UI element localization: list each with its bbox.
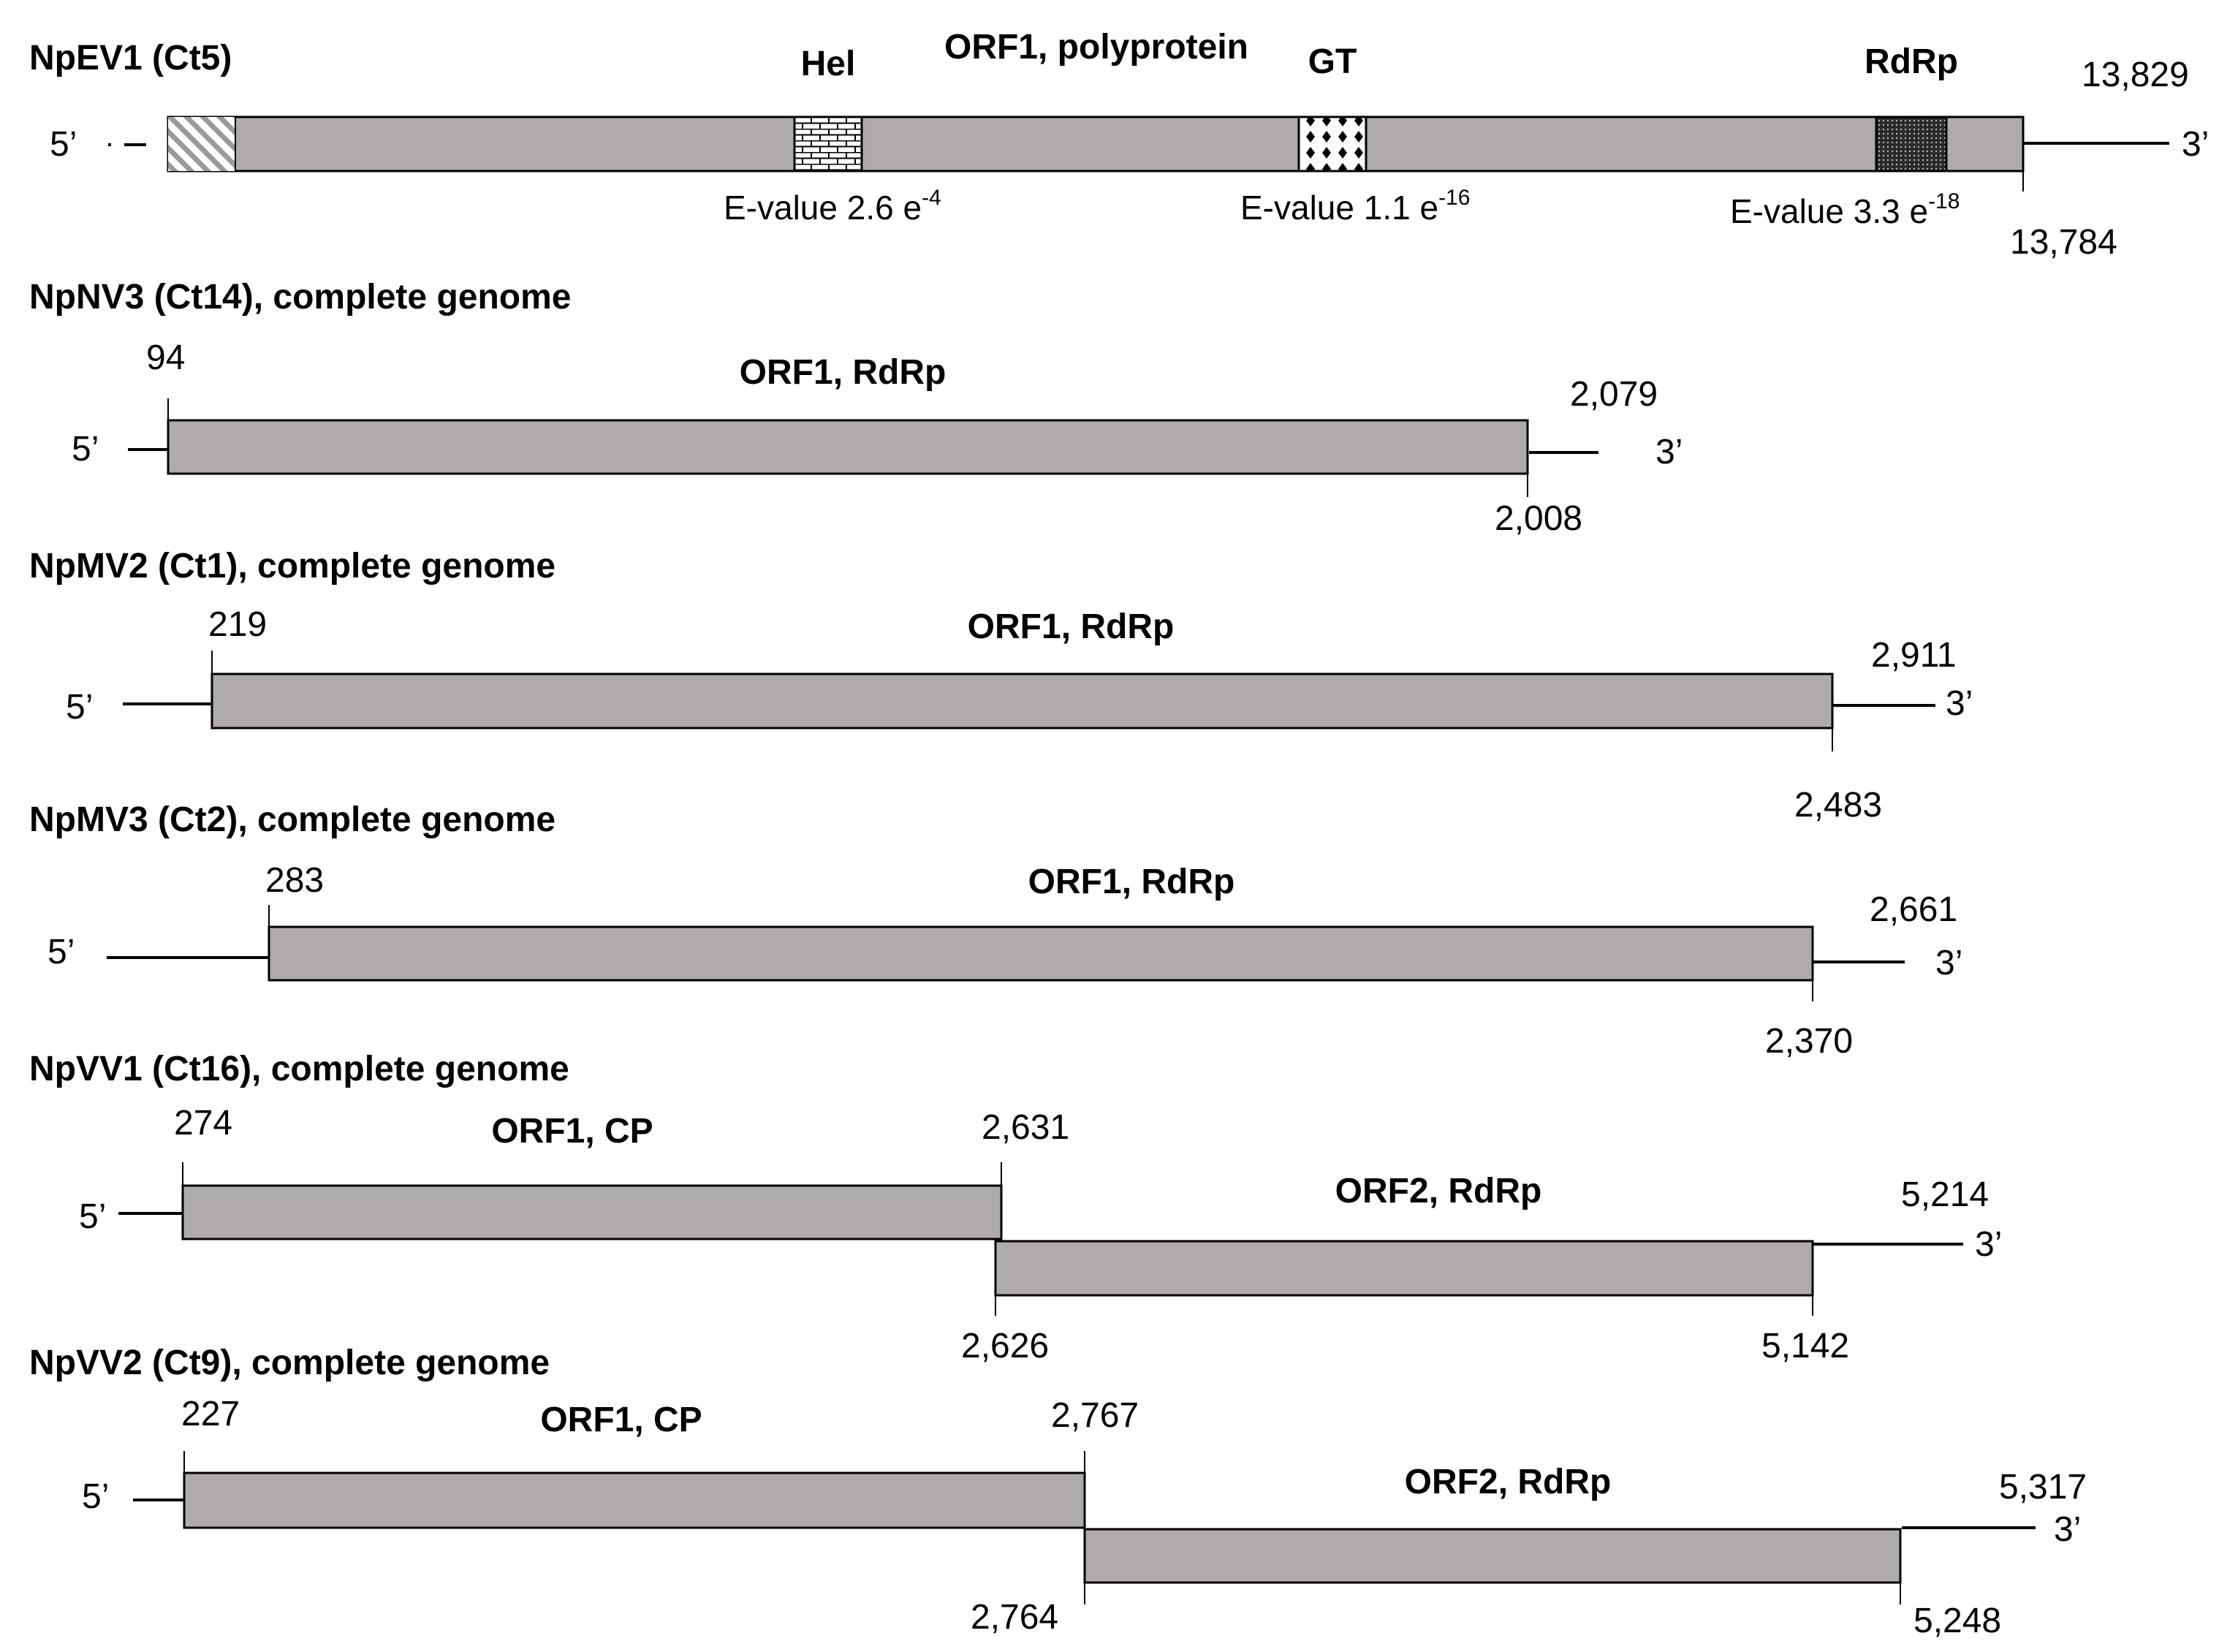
genome-end-number: 5,317 (1999, 1468, 2087, 1507)
genome-end-number: 2,079 (1570, 375, 1658, 414)
orf-start-number: 94 (146, 338, 185, 377)
genome-title: NpMV2 (Ct1), complete genome (29, 547, 555, 586)
orf1-rdrp-box (167, 419, 1529, 475)
gt-domain-box (1297, 115, 1368, 173)
orf1-rdrp-box (268, 925, 1814, 982)
five-prime-label: 5’ (50, 125, 77, 164)
orf1-label: ORF1, CP (540, 1401, 702, 1439)
three-prime-label: 3’ (1946, 684, 1973, 723)
genome-end-number: 5,214 (1901, 1175, 1989, 1214)
orf2-start-number: 2,764 (971, 1598, 1058, 1637)
hatched-utr-region (168, 117, 235, 171)
genome-npmv2: NpMV2 (Ct1), complete genome 219 ORF1, R… (29, 547, 1973, 825)
genome-npvv1: NpVV1 (Ct16), complete genome 274 ORF1, … (29, 1050, 2002, 1365)
hel-evalue: E-value 2.6 e-4 (724, 186, 941, 227)
five-prime-label: 5’ (66, 688, 93, 727)
orf1-start-number: 227 (181, 1395, 240, 1433)
three-prime-label: 3’ (2182, 125, 2209, 164)
orf2-start-number: 2,626 (961, 1327, 1049, 1365)
three-prime-label: 3’ (1655, 433, 1683, 471)
five-prime-label: 5’ (48, 933, 75, 971)
orf1-end-number: 2,631 (982, 1108, 1069, 1147)
orf-label: ORF1, RdRp (740, 353, 947, 392)
hel-domain-label: Hel (801, 45, 856, 83)
genome-npev1: NpEV1 (Ct5) 5’ 3’ Hel ORF1, polyprotein … (29, 28, 2209, 262)
genome-title: NpEV1 (Ct5) (29, 39, 232, 77)
rdrp-evalue: E-value 3.3 e-18 (1730, 189, 1960, 230)
genome-title: NpNV3 (Ct14), complete genome (29, 278, 571, 317)
rdrp-domain-box (1875, 115, 1948, 173)
orf1-start-number: 274 (174, 1104, 232, 1143)
hel-domain-box (793, 115, 863, 173)
five-prime-label: 5’ (79, 1197, 106, 1236)
orf1-cp-box (181, 1184, 1003, 1240)
genome-end-number: 13,829 (2082, 56, 2189, 94)
orf2-label: ORF2, RdRp (1335, 1172, 1542, 1210)
three-prime-label: 3’ (2054, 1510, 2081, 1549)
orf2-rdrp-box (1083, 1528, 1902, 1584)
orf-label: ORF1, RdRp (968, 607, 1175, 646)
genome-npvv2: NpVV2 (Ct9), complete genome 227 ORF1, C… (29, 1344, 2087, 1640)
rdrp-domain-label: RdRp (1865, 42, 1958, 81)
three-prime-label: 3’ (1975, 1225, 2002, 1264)
orf2-label: ORF2, RdRp (1405, 1463, 1612, 1501)
orf-label: ORF1, RdRp (1028, 863, 1235, 901)
orf-start-number: 219 (208, 605, 267, 644)
orf1-rdrp-box (210, 672, 1834, 730)
orf1-polyprotein-box (167, 115, 2025, 173)
five-prime-label: 5’ (72, 430, 99, 469)
orf1-end-number: 2,767 (1051, 1396, 1139, 1435)
orf-end-number: 2,008 (1495, 499, 1582, 538)
orf1-cp-box (183, 1471, 1086, 1529)
orf-label: ORF1, polyprotein (944, 28, 1248, 67)
five-prime-label: 5’ (82, 1477, 109, 1516)
orf2-rdrp-box (994, 1240, 1814, 1297)
genome-title: NpMV3 (Ct2), complete genome (29, 800, 555, 839)
genome-end-number: 2,911 (1871, 636, 1957, 675)
orf-start-number: 283 (265, 861, 324, 900)
gt-evalue: E-value 1.1 e-16 (1240, 186, 1470, 227)
orf-end-number: 13,784 (2010, 223, 2117, 262)
gt-domain-label: GT (1308, 42, 1357, 81)
genome-title: NpVV1 (Ct16), complete genome (29, 1050, 569, 1088)
orf1-label: ORF1, CP (491, 1112, 653, 1151)
genome-npmv3: NpMV3 (Ct2), complete genome 283 ORF1, R… (29, 800, 1962, 1061)
genome-npnv3: NpNV3 (Ct14), complete genome 94 ORF1, R… (29, 278, 1683, 538)
orf2-end-number: 5,142 (1761, 1327, 1849, 1365)
orf2-end-number: 5,248 (1913, 1602, 2001, 1640)
genome-end-number: 2,661 (1870, 890, 1957, 929)
genome-title: NpVV2 (Ct9), complete genome (29, 1344, 550, 1382)
orf-end-number: 2,483 (1794, 786, 1882, 825)
orf-end-number: 2,370 (1765, 1022, 1853, 1061)
three-prime-label: 3’ (1935, 944, 1962, 982)
